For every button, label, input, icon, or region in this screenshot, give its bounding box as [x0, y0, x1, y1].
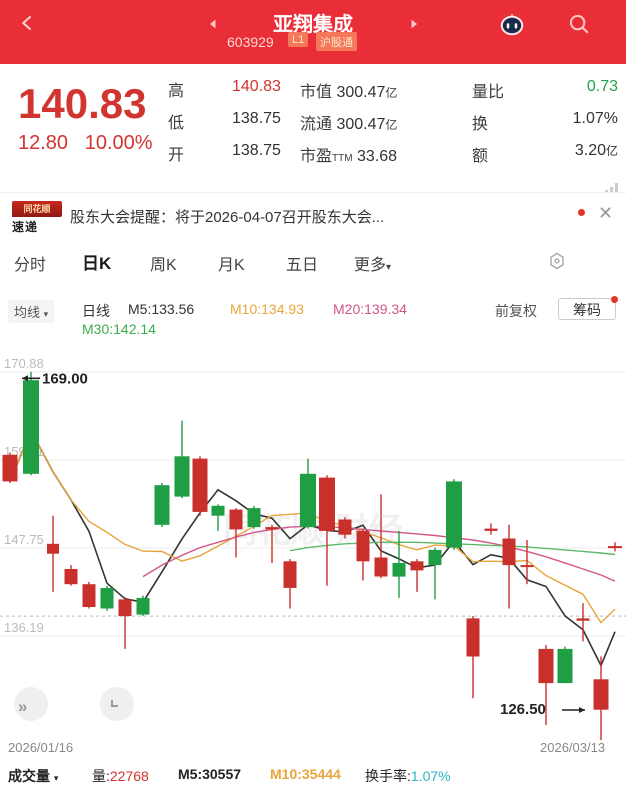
- svg-text:136.19: 136.19: [4, 620, 44, 635]
- svg-text:147.75: 147.75: [4, 532, 44, 547]
- svg-text:170.88: 170.88: [4, 356, 44, 371]
- svg-text:169.00: 169.00: [42, 370, 88, 387]
- svg-text:126.50: 126.50: [500, 701, 546, 718]
